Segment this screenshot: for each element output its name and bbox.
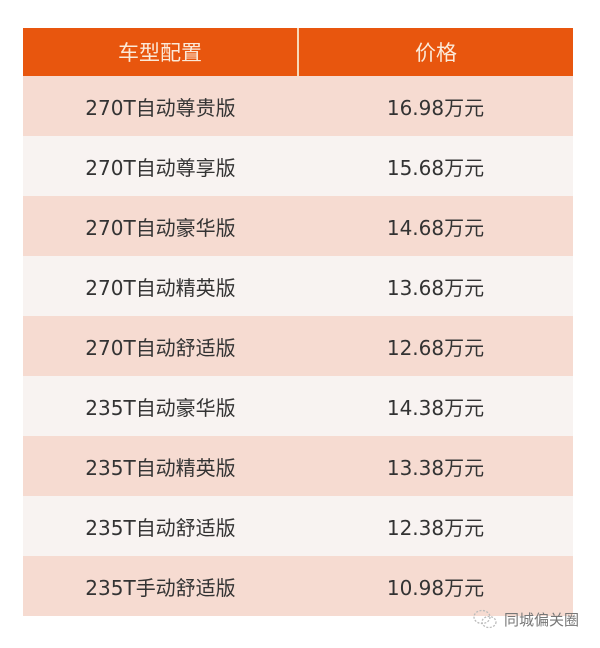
table-row: 270T自动尊享版 15.68万元 [23, 136, 573, 196]
config-cell: 270T自动精英版 [85, 275, 236, 300]
watermark: 同城偏关圈 [472, 608, 579, 630]
wechat-icon [473, 609, 497, 629]
header-price: 价格 [415, 41, 457, 65]
price-cell: 15.68万元 [386, 155, 485, 180]
price-cell: 12.68万元 [386, 335, 485, 360]
config-cell: 235T自动舒适版 [85, 515, 236, 540]
config-cell: 270T自动尊享版 [85, 155, 236, 180]
config-cell: 235T手动舒适版 [85, 575, 236, 600]
table-header: 车型配置 价格 [23, 28, 573, 76]
price-cell: 14.68万元 [386, 215, 485, 240]
header-config: 车型配置 [23, 28, 299, 76]
price-cell: 13.38万元 [386, 455, 485, 480]
table-row: 235T自动舒适版 12.38万元 [23, 496, 573, 556]
config-cell: 235T自动精英版 [85, 455, 236, 480]
price-cell: 10.98万元 [386, 575, 485, 600]
table-row: 270T自动精英版 13.68万元 [23, 256, 573, 316]
table-row: 270T自动尊贵版 16.98万元 [23, 76, 573, 136]
table-row: 235T手动舒适版 10.98万元 [23, 556, 573, 616]
price-cell: 12.38万元 [386, 515, 485, 540]
price-cell: 13.68万元 [386, 275, 485, 300]
price-table: 车型配置 价格 270T自动尊贵版 16.98万元 270T自动尊享版 15.68万元… [23, 28, 573, 616]
config-cell: 235T自动豪华版 [85, 395, 236, 420]
price-cell: 16.98万元 [386, 95, 485, 120]
price-cell: 14.38万元 [386, 395, 485, 420]
watermark-text: 同城偏关圈 [504, 610, 580, 629]
config-cell: 270T自动豪华版 [85, 215, 236, 240]
table-row: 270T自动舒适版 12.68万元 [23, 316, 573, 376]
table-row: 270T自动豪华版 14.68万元 [23, 196, 573, 256]
table-row: 235T自动豪华版 14.38万元 [23, 376, 573, 436]
config-cell: 270T自动尊贵版 [85, 95, 236, 120]
config-cell: 270T自动舒适版 [85, 335, 236, 360]
table-row: 235T自动精英版 13.38万元 [23, 436, 573, 496]
